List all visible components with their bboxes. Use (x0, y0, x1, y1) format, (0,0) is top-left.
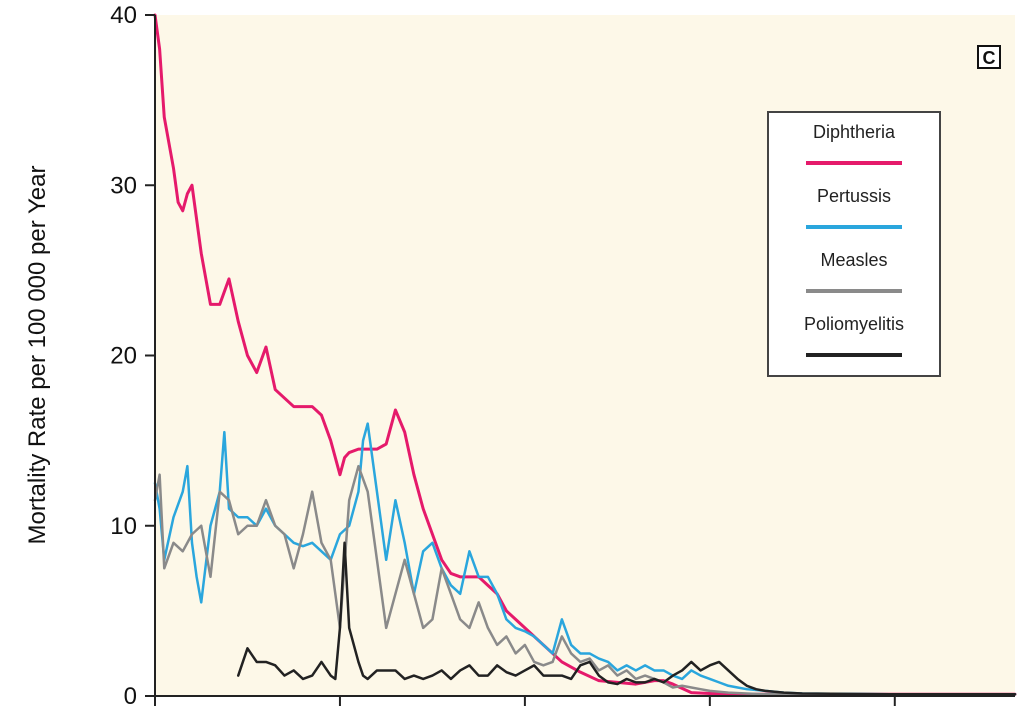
axis-layer: 0 10 20 30 40 (110, 2, 1015, 710)
series-layer (153, 13, 1017, 696)
y-tick-label: 30 (110, 172, 137, 199)
y-tick-label: 40 (110, 2, 137, 29)
legend-label-pertussis: Pertussis (817, 186, 891, 206)
legend: Diphtheria Pertussis Measles Poliomyelitis (767, 111, 941, 377)
y-axis-label: Mortality Rate per 100 000 per Year (24, 166, 51, 545)
legend-box (767, 111, 941, 377)
legend-label-measles: Measles (820, 250, 887, 270)
series-line-poliomyelitis (236, 541, 1017, 696)
y-tick-label: 0 (124, 683, 137, 710)
legend-label-diphtheria: Diphtheria (813, 122, 896, 142)
panel-label: C (977, 45, 1001, 69)
panel-label-text: C (983, 48, 996, 68)
legend-label-poliomyelitis: Poliomyelitis (804, 314, 904, 334)
y-tick-label: 10 (110, 513, 137, 540)
legend-items: Diphtheria Pertussis Measles Poliomyelitis (804, 122, 904, 357)
y-tick-label: 20 (110, 343, 137, 370)
